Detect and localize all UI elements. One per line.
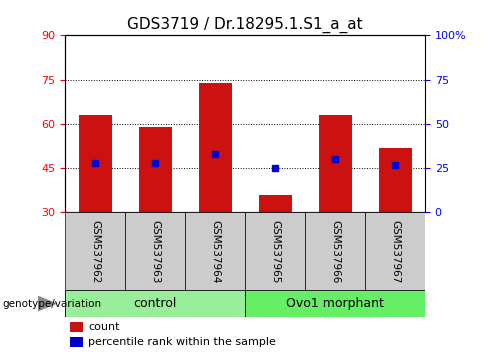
Text: GSM537966: GSM537966 (330, 219, 340, 283)
Bar (185, 212, 245, 290)
Text: GSM537967: GSM537967 (390, 219, 400, 283)
Bar (65, 290, 245, 317)
Bar (70, 337, 83, 347)
Bar (245, 212, 305, 290)
Bar (125, 212, 185, 290)
Title: GDS3719 / Dr.18295.1.S1_a_at: GDS3719 / Dr.18295.1.S1_a_at (127, 16, 363, 33)
Text: genotype/variation: genotype/variation (2, 298, 102, 309)
Bar (258, 195, 292, 212)
Text: GSM537963: GSM537963 (150, 219, 160, 283)
Text: control: control (134, 297, 176, 310)
Text: Ovo1 morphant: Ovo1 morphant (286, 297, 384, 310)
Bar (318, 115, 352, 212)
Bar (70, 322, 83, 332)
Bar (365, 212, 425, 290)
Bar (65, 212, 125, 290)
Text: count: count (88, 322, 120, 332)
Bar (378, 148, 412, 212)
Bar (198, 82, 232, 212)
Text: GSM537962: GSM537962 (90, 219, 100, 283)
Polygon shape (38, 296, 58, 312)
Bar (78, 115, 112, 212)
Text: percentile rank within the sample: percentile rank within the sample (88, 337, 276, 347)
Text: GSM537965: GSM537965 (270, 219, 280, 283)
Bar (138, 127, 172, 212)
Bar (245, 290, 425, 317)
Bar (305, 212, 365, 290)
Text: GSM537964: GSM537964 (210, 219, 220, 283)
